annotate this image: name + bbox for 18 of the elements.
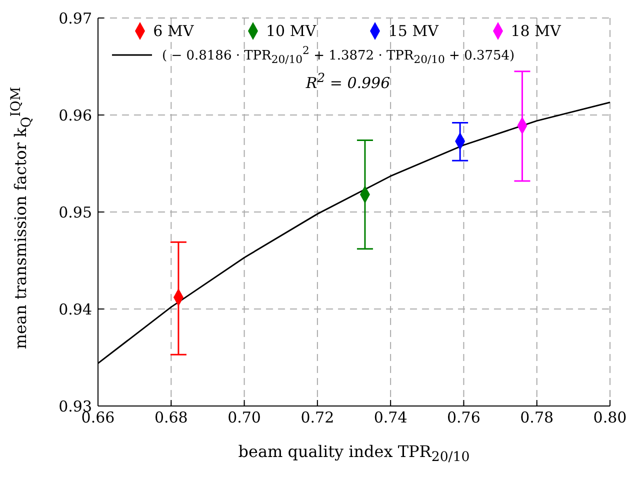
y-tick-label: 0.95	[58, 203, 92, 222]
x-axis-title: beam quality index TPR$_{20/10}$	[238, 442, 470, 466]
y-tick-label: 0.97	[58, 9, 92, 28]
legend-label: 18 MV	[510, 22, 561, 40]
y-tick-label: 0.96	[58, 106, 92, 124]
y-tick-label: 0.94	[58, 300, 92, 318]
x-tick-label: 0.68	[154, 408, 188, 427]
annotation: R$^{2}$ = 0.996	[306, 70, 390, 92]
legend-label: 6 MV	[153, 22, 194, 40]
legend-label: 10 MV	[266, 22, 316, 40]
x-tick-label: 0.74	[374, 408, 408, 427]
x-tick-label: 0.76	[447, 408, 480, 427]
legend-label: 15 MV	[388, 22, 438, 40]
x-tick-label: 0.80	[593, 408, 627, 427]
x-tick-label: 0.72	[300, 408, 334, 427]
x-tick-label: 0.70	[228, 408, 261, 427]
x-tick-label: 0.78	[520, 408, 554, 427]
legend-label: ( − 0.8186 · TPR$_{20/10}$$^{2}$ + 1.3872 · TPR$_{20/10}$ + 0.3754)	[162, 44, 515, 66]
